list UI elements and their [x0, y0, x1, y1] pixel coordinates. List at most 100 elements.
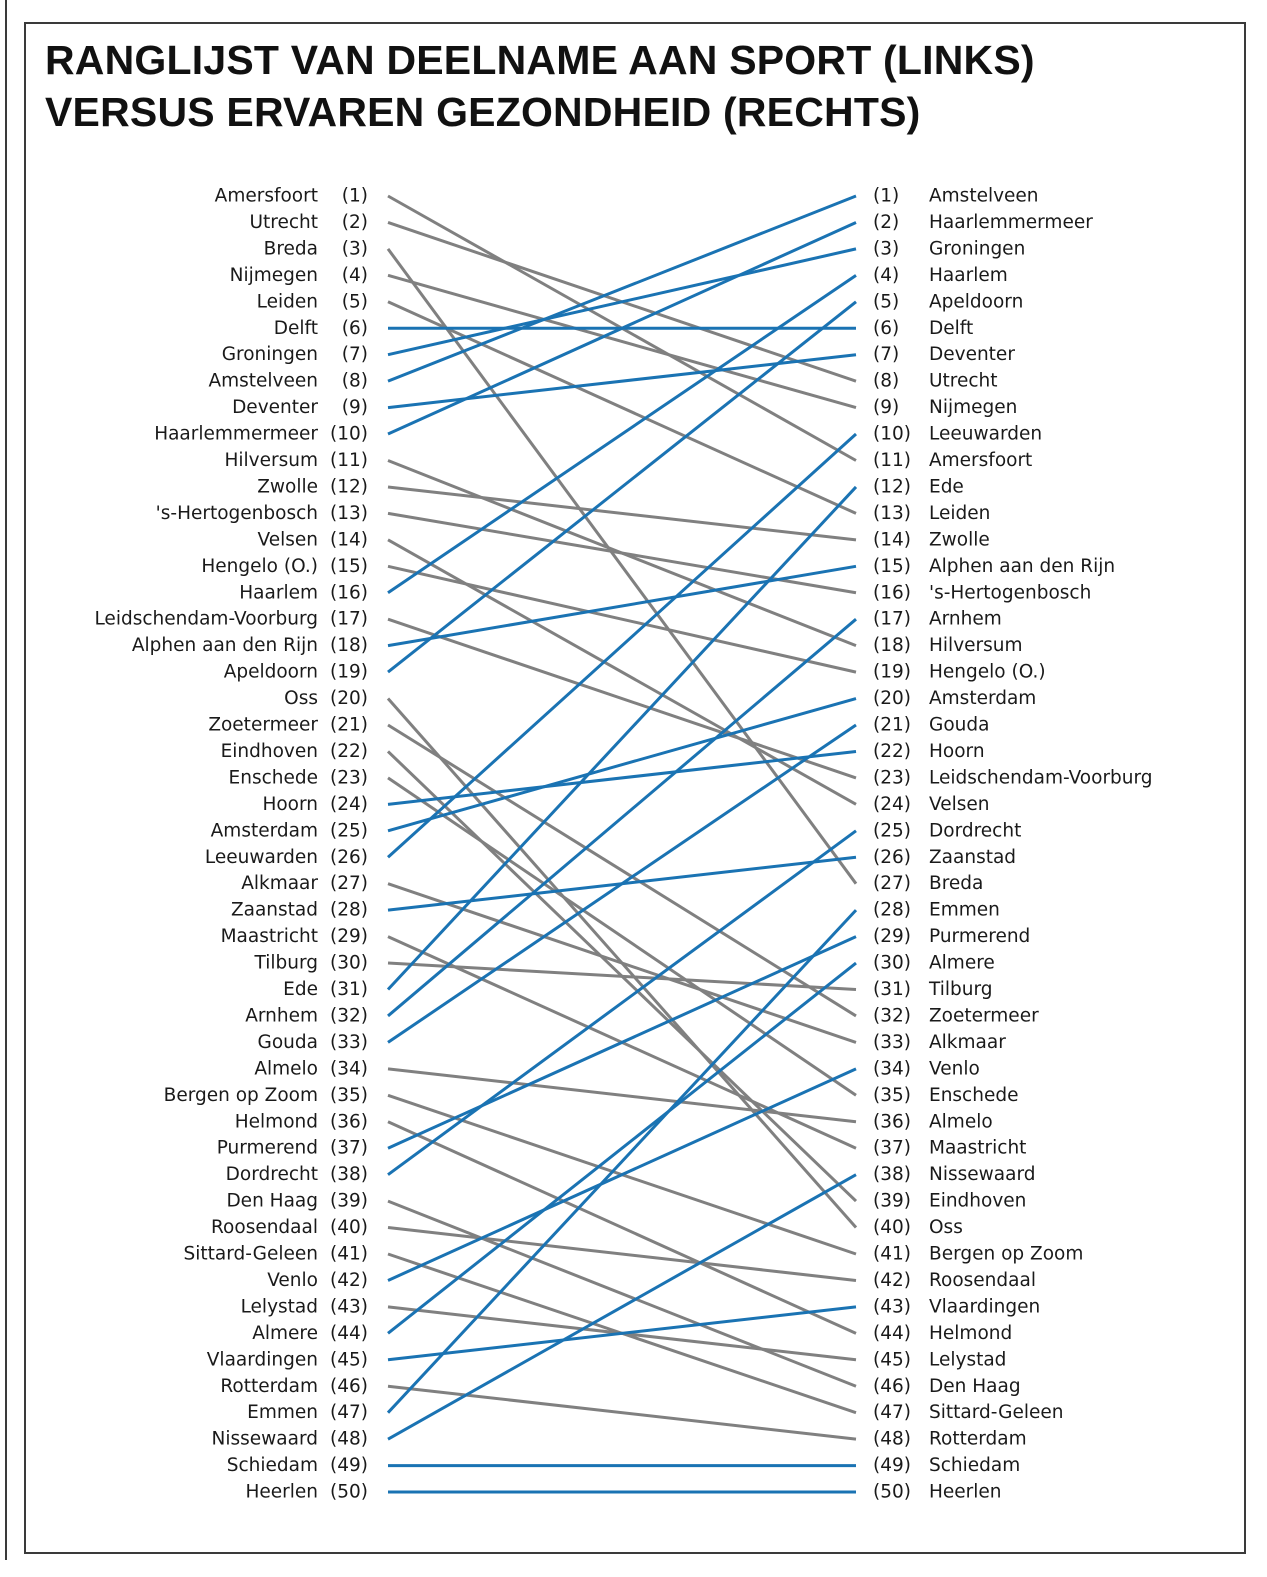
- left-name-arnhem: Arnhem: [245, 1005, 318, 1026]
- right-name-deventer: Deventer: [929, 344, 1015, 365]
- left-name-haarlemmermeer: Haarlemmermeer: [154, 424, 318, 445]
- left-rank-20: (20): [330, 688, 368, 709]
- page-edge-line: [5, 0, 7, 1560]
- left-name-leidschendam-voorburg: Leidschendam-Voorburg: [94, 609, 318, 630]
- right-name-ede: Ede: [929, 476, 964, 497]
- right-name-haarlemmermeer: Haarlemmermeer: [929, 212, 1093, 233]
- right-name-leiden: Leiden: [929, 503, 990, 524]
- left-name-haarlem: Haarlem: [239, 582, 318, 603]
- line-haarlemmermeer: [387, 221, 857, 436]
- left-rank-41: (41): [330, 1244, 368, 1265]
- left-rank-19: (19): [330, 662, 368, 683]
- right-rank-38: (38): [873, 1164, 911, 1185]
- right-name-alkmaar: Alkmaar: [929, 1032, 1006, 1053]
- line-helmond: [387, 1120, 857, 1335]
- left-name-zwolle: Zwolle: [257, 476, 318, 497]
- right-name-breda: Breda: [929, 873, 983, 894]
- left-name-lelystad: Lelystad: [241, 1296, 318, 1317]
- left-rank-6: (6): [342, 318, 368, 339]
- right-name-s-hertogenbosch: 's-Hertogenbosch: [929, 582, 1091, 603]
- left-name-venlo: Venlo: [267, 1270, 318, 1291]
- left-rank-27: (27): [330, 873, 368, 894]
- left-name-nissewaard: Nissewaard: [212, 1429, 318, 1450]
- line-gouda: [387, 723, 857, 1044]
- left-rank-15: (15): [330, 556, 368, 577]
- right-rank-25: (25): [873, 820, 911, 841]
- right-rank-1: (1): [873, 186, 899, 207]
- left-rank-10: (10): [330, 424, 368, 445]
- right-rank-3: (3): [873, 238, 899, 259]
- right-rank-18: (18): [873, 635, 911, 656]
- right-rank-17: (17): [873, 609, 911, 630]
- left-rank-24: (24): [330, 794, 368, 815]
- right-rank-5: (5): [873, 291, 899, 312]
- right-name-zoetermeer: Zoetermeer: [929, 1005, 1039, 1026]
- left-name-enschede: Enschede: [229, 767, 318, 788]
- right-rank-4: (4): [873, 265, 899, 286]
- right-rank-42: (42): [873, 1270, 911, 1291]
- right-rank-23: (23): [873, 767, 911, 788]
- line-hengelo-o: [387, 564, 857, 674]
- left-name-amsterdam: Amsterdam: [211, 820, 318, 841]
- left-name-leiden: Leiden: [257, 291, 318, 312]
- connector-lines: [386, 194, 858, 1494]
- left-rank-22: (22): [330, 741, 368, 762]
- right-name-leeuwarden: Leeuwarden: [929, 424, 1042, 445]
- left-rank-39: (39): [330, 1191, 368, 1212]
- right-ranking-labels: (1) Amstelveen (2) Haarlemmermeer (3) Groning…: [873, 186, 1153, 1503]
- right-name-oss: Oss: [929, 1217, 963, 1238]
- line-alkmaar: [387, 882, 857, 1044]
- left-rank-26: (26): [330, 847, 368, 868]
- right-rank-28: (28): [873, 900, 911, 921]
- right-name-eindhoven: Eindhoven: [929, 1191, 1026, 1212]
- left-name-heerlen: Heerlen: [245, 1482, 318, 1503]
- left-name-hengelo-o: Hengelo (O.): [201, 556, 318, 577]
- line-roosendaal: [387, 1226, 857, 1282]
- right-name-amstelveen: Amstelveen: [929, 186, 1039, 207]
- right-name-almere: Almere: [929, 953, 995, 974]
- right-rank-8: (8): [873, 371, 899, 392]
- left-rank-47: (47): [330, 1402, 368, 1423]
- right-rank-20: (20): [873, 688, 911, 709]
- line-zwolle: [387, 485, 857, 542]
- line-almelo: [387, 1067, 857, 1124]
- left-name-almelo: Almelo: [254, 1058, 318, 1079]
- line-vlaardingen: [387, 1305, 857, 1362]
- right-rank-2: (2): [873, 212, 899, 233]
- right-rank-6: (6): [873, 318, 899, 339]
- line-den-haag: [387, 1199, 857, 1388]
- right-name-emmen: Emmen: [929, 900, 1000, 921]
- right-name-nissewaard: Nissewaard: [929, 1164, 1035, 1185]
- left-name-zaanstad: Zaanstad: [231, 900, 318, 921]
- left-name-leeuwarden: Leeuwarden: [205, 847, 318, 868]
- chart-title: RANGLIJST VAN DEELNAME AAN SPORT (LINKS)…: [45, 34, 1195, 138]
- left-name-maastricht: Maastricht: [221, 926, 318, 947]
- left-ranking-labels: Amersfoort (1) Utrecht (2) Breda (3) Nijmegen (…: [94, 186, 368, 1503]
- right-rank-14: (14): [873, 529, 911, 550]
- left-rank-3: (3): [342, 238, 368, 259]
- line-nissewaard: [387, 1173, 857, 1441]
- right-rank-49: (49): [873, 1455, 911, 1476]
- left-name-deventer: Deventer: [232, 397, 318, 418]
- left-rank-12: (12): [330, 476, 368, 497]
- right-name-delft: Delft: [929, 318, 973, 339]
- left-rank-48: (48): [330, 1429, 368, 1450]
- right-rank-15: (15): [873, 556, 911, 577]
- line-arnhem: [387, 618, 857, 1018]
- left-name-dordrecht: Dordrecht: [226, 1164, 318, 1185]
- left-name-hoorn: Hoorn: [262, 794, 318, 815]
- left-name-bergen-op-zoom: Bergen op Zoom: [164, 1085, 318, 1106]
- left-rank-29: (29): [330, 926, 368, 947]
- right-name-den-haag: Den Haag: [929, 1376, 1021, 1397]
- line-haarlem: [387, 274, 857, 594]
- right-name-arnhem: Arnhem: [929, 609, 1002, 630]
- left-name-apeldoorn: Apeldoorn: [224, 662, 318, 683]
- left-name-alkmaar: Alkmaar: [241, 873, 318, 894]
- right-rank-46: (46): [873, 1376, 911, 1397]
- right-name-alphen-aan-den-rijn: Alphen aan den Rijn: [929, 556, 1115, 577]
- line-ede: [386, 485, 858, 991]
- left-rank-4: (4): [342, 265, 368, 286]
- left-name-nijmegen: Nijmegen: [230, 265, 318, 286]
- line-leiden: [387, 300, 857, 515]
- right-name-sittard-geleen: Sittard-Geleen: [929, 1402, 1063, 1423]
